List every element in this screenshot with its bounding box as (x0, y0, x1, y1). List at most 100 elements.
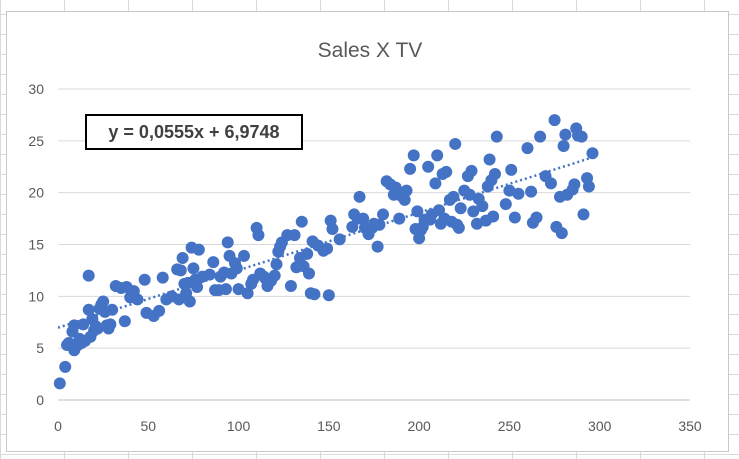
scatter-point (153, 304, 166, 317)
scatter-point (191, 281, 204, 294)
scatter-point (183, 295, 196, 308)
scatter-point (557, 140, 570, 153)
scatter-point (268, 269, 281, 282)
scatter-point (411, 205, 424, 218)
scatter-point (131, 293, 144, 306)
scatter-point (447, 190, 460, 203)
scatter-point (568, 178, 581, 191)
x-tick-label: 350 (678, 418, 702, 434)
scatter-point (487, 210, 500, 223)
scatter-point (302, 267, 315, 280)
chart-title: Sales X TV (318, 39, 423, 62)
scatter-point (503, 184, 516, 197)
scatter-point (288, 229, 301, 242)
chart-frame[interactable]: Sales X TV 0 5 10 15 20 25 30 0 50 100 150 200 250 30… (6, 11, 729, 452)
scatter-point (555, 227, 568, 240)
scatter-point (559, 128, 572, 141)
y-tick-label: 5 (36, 340, 44, 356)
scatter-point (295, 215, 308, 228)
scatter-point (499, 198, 512, 211)
scatter-point (207, 256, 220, 269)
scatter-point (174, 264, 187, 277)
scatter-point (429, 177, 442, 190)
scatter-point (525, 185, 538, 198)
scatter-point (440, 165, 453, 178)
scatter-point (333, 233, 346, 246)
scatter-point (221, 236, 234, 249)
scatter-point (398, 193, 411, 206)
scatter-point (326, 222, 339, 235)
scatter-point (176, 251, 189, 264)
scatter-point (104, 318, 117, 331)
scatter-point (505, 163, 518, 176)
scatter-point (465, 164, 478, 177)
scatter-point (483, 153, 496, 166)
trendline-equation: y = 0,0555x + 6,9748 (108, 121, 280, 142)
scatter-point (490, 130, 503, 143)
scatter-point (488, 168, 501, 181)
scatter-point (353, 190, 366, 203)
scatter-point (192, 243, 205, 256)
scatter-point (219, 283, 232, 296)
x-tick-label: 0 (54, 418, 62, 434)
scatter-point (301, 247, 314, 260)
scatter-point (582, 180, 595, 193)
scatter-point (400, 184, 413, 197)
scatter-point (512, 187, 525, 200)
scatter-point (454, 202, 467, 215)
x-tick-label: 250 (498, 418, 522, 434)
scatter-point (138, 273, 151, 286)
scatter-point (467, 205, 480, 218)
scatter-point (203, 268, 216, 281)
y-tick-label: 30 (28, 81, 44, 97)
scatter-point (284, 279, 297, 292)
scatter-point (53, 377, 66, 390)
scatter-point (530, 211, 543, 224)
scatter-point (82, 269, 95, 282)
scatter-point (377, 208, 390, 221)
scatter-point (241, 287, 254, 300)
scatter-point (373, 218, 386, 231)
scatter-point (371, 240, 384, 253)
scatter-point (470, 217, 483, 230)
scatter-point (508, 211, 521, 224)
scatter-point (270, 258, 283, 271)
y-tick-label: 0 (36, 392, 44, 408)
scatter-point (431, 149, 444, 162)
scatter-point (452, 221, 465, 234)
scatter-point (407, 149, 420, 162)
scatter-point (544, 177, 557, 190)
y-tick-label: 10 (28, 288, 44, 304)
trendline (57, 156, 593, 329)
x-tick-label: 100 (227, 418, 251, 434)
scatter-point (91, 322, 104, 335)
y-tick-label: 20 (28, 185, 44, 201)
scatter-point (521, 142, 534, 155)
scatter-point (59, 360, 72, 373)
scatter-point (449, 137, 462, 150)
scatter-point (586, 147, 599, 160)
scatter-point (68, 319, 81, 332)
scatter-point (321, 242, 334, 255)
scatter-point (357, 212, 370, 225)
scatter-point (308, 288, 321, 301)
x-tick-label: 150 (317, 418, 341, 434)
scatter-point (106, 303, 119, 316)
scatter-point (156, 271, 169, 284)
scatter-point (118, 315, 131, 328)
scatter-point (237, 249, 250, 262)
scatter-point (463, 188, 476, 201)
scatter-point (187, 262, 200, 275)
scatter-point (82, 303, 95, 316)
scatter-point (476, 200, 489, 213)
scatter-point (577, 208, 590, 221)
x-tick-label: 200 (407, 418, 431, 434)
scatter-point (548, 114, 561, 127)
scatter-point (252, 229, 265, 242)
scatter-point (77, 318, 90, 331)
scatter-point (230, 262, 243, 275)
scatter-point (322, 289, 335, 302)
trendline-equation-box[interactable]: y = 0,0555x + 6,9748 (85, 114, 303, 150)
